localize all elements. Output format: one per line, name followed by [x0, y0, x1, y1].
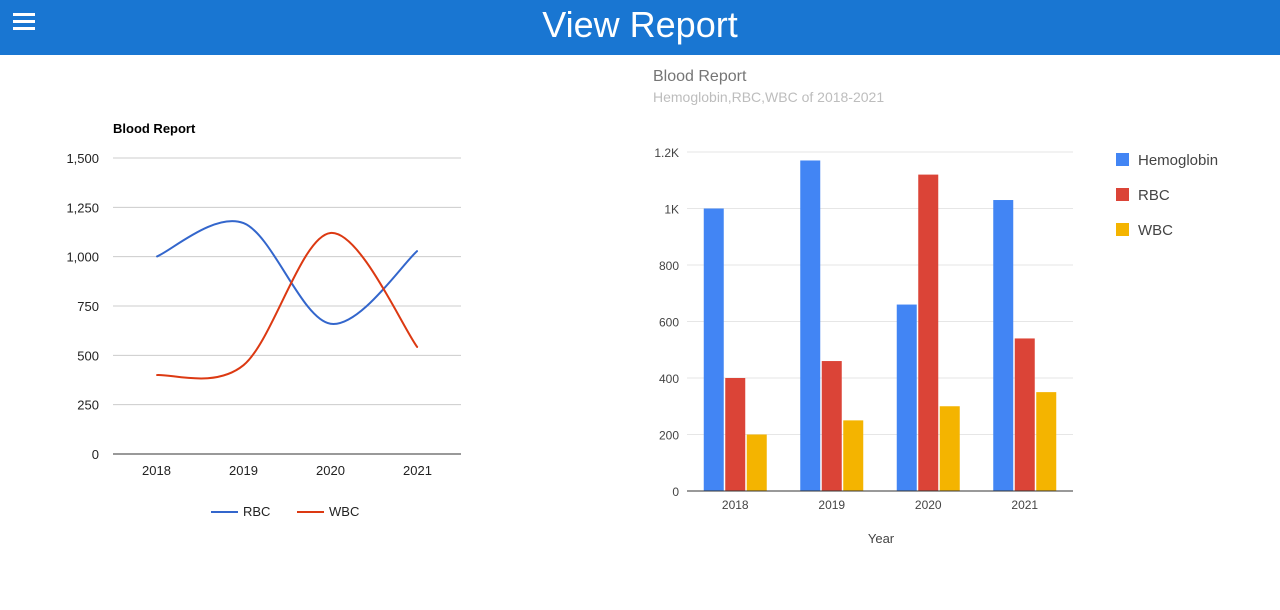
bar-chart-bar-hemoglobin: [800, 160, 821, 491]
line-chart-x-tick-label: 2020: [316, 463, 345, 478]
line-chart-point-wbc: [417, 346, 418, 348]
line-chart-y-tick-label: 250: [77, 398, 99, 413]
bar-chart-legend-swatch: [1116, 153, 1129, 166]
bar-chart-bar-rbc: [725, 378, 746, 491]
line-chart-rbc-wbc: Blood Report 0 250 500 750 1,000 1,250 1,500 20…: [66, 121, 461, 519]
page-title: View Report: [542, 4, 738, 45]
line-chart-y-tick-label: 1,000: [66, 250, 99, 265]
bar-chart-y-tick-label: 1.2K: [654, 146, 679, 160]
bar-chart-x-tick-label: 2019: [818, 498, 845, 512]
line-chart-x-tick-label: 2018: [142, 463, 171, 478]
app-bar: View Report: [0, 0, 1280, 55]
bar-chart-legend-swatch: [1116, 223, 1129, 236]
line-chart-x-tick-label: 2019: [229, 463, 258, 478]
bar-chart-y-tick-label: 600: [659, 316, 679, 330]
bar-chart-x-tick-label: 2021: [1011, 498, 1038, 512]
bar-chart-y-tick-label: 1K: [664, 203, 679, 217]
line-chart-legend-label: RBC: [243, 504, 270, 519]
line-chart-point-rbc: [417, 250, 418, 252]
bar-chart-bar-hemoglobin: [993, 200, 1014, 491]
line-chart-legend-label: WBC: [329, 504, 359, 519]
hamburger-menu-icon[interactable]: [13, 13, 35, 31]
bar-chart-bar-wbc: [1036, 392, 1057, 491]
bar-chart-legend-label: WBC: [1138, 222, 1173, 239]
line-chart-y-tick-label: 0: [92, 447, 99, 462]
bar-chart-y-tick-label: 0: [672, 485, 679, 499]
bar-chart-y-tick-label: 200: [659, 429, 679, 443]
bar-chart-bar-hemoglobin: [703, 208, 724, 491]
bar-chart-bar-hemoglobin: [896, 304, 917, 491]
bar-chart-bar-rbc: [1014, 338, 1035, 491]
bar-chart-hemoglobin-rbc-wbc: Blood Report Hemoglobin,RBC,WBC of 2018-…: [653, 68, 1218, 546]
line-chart-point-wbc: [243, 364, 244, 366]
line-chart-series-wbc: [156, 231, 419, 380]
bar-chart-x-tick-label: 2020: [915, 498, 942, 512]
line-chart-point-wbc: [330, 232, 331, 234]
line-chart-y-tick-label: 750: [77, 299, 99, 314]
bar-chart-bar-wbc: [843, 420, 864, 491]
bar-chart-y-tick-label: 400: [659, 372, 679, 386]
bar-chart-bar-rbc: [918, 174, 939, 491]
line-chart-series-rbc: [156, 220, 419, 325]
bar-chart-subtitle: Hemoglobin,RBC,WBC of 2018-2021: [653, 89, 884, 105]
line-chart-x-tick-label: 2021: [403, 463, 432, 478]
bar-chart-bar-wbc: [939, 406, 960, 491]
bar-chart-legend-label: RBC: [1138, 187, 1170, 204]
line-chart-y-tick-label: 1,250: [66, 200, 99, 215]
line-chart-point-wbc: [156, 374, 157, 376]
line-chart-y-tick-label: 500: [77, 348, 99, 363]
bar-chart-bar-rbc: [821, 361, 842, 491]
bar-chart-legend-swatch: [1116, 188, 1129, 201]
bar-chart-bar-wbc: [746, 434, 767, 491]
bar-chart-legend-label: Hemoglobin: [1138, 152, 1218, 169]
bar-chart-y-tick-label: 800: [659, 259, 679, 273]
bar-chart-title: Blood Report: [653, 68, 747, 85]
line-chart-title: Blood Report: [113, 121, 196, 136]
line-chart-point-rbc: [330, 323, 331, 325]
bar-chart-x-tick-label: 2018: [722, 498, 749, 512]
bar-chart-x-axis-title: Year: [868, 531, 895, 546]
line-chart-y-tick-label: 1,500: [66, 151, 99, 166]
line-chart-point-rbc: [243, 222, 244, 224]
line-chart-point-rbc: [156, 256, 157, 258]
